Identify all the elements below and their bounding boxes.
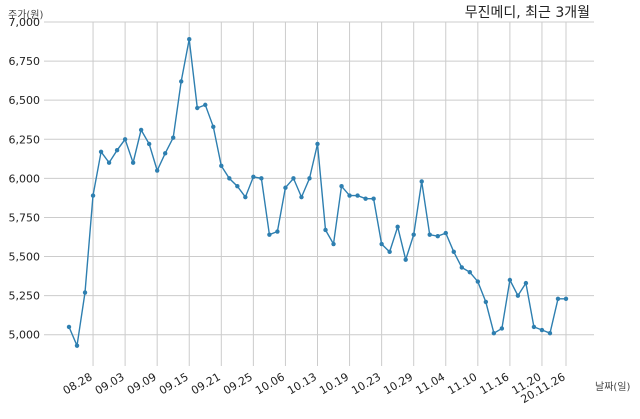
data-point — [187, 37, 192, 42]
data-point — [467, 269, 473, 275]
data-point — [138, 127, 144, 133]
data-point — [523, 280, 529, 286]
data-point — [355, 193, 360, 198]
data-point — [227, 176, 232, 181]
data-point — [563, 296, 569, 301]
x-tick-label: 09.25 — [221, 370, 255, 397]
data-point — [539, 327, 545, 333]
data-point — [299, 194, 304, 200]
data-point — [82, 290, 88, 295]
data-point — [435, 234, 440, 239]
x-tick-label: 09.09 — [125, 370, 159, 397]
data-point — [443, 230, 448, 236]
data-point — [475, 279, 481, 284]
data-point — [419, 179, 424, 184]
x-tick-label: 10.13 — [285, 370, 319, 397]
data-point — [427, 232, 432, 237]
chart-title: 무진메디, 최근 3개월 — [465, 5, 590, 21]
data-point — [347, 193, 352, 198]
y-axis-ticks: 5,000 5,250 5,500 5,750 6,000 6,250 6,500 6,750… — [9, 16, 41, 342]
grid-layer — [44, 21, 594, 366]
data-point — [98, 149, 104, 154]
y-tick-label: 5,500 — [9, 251, 41, 264]
x-tick-label: 10.19 — [317, 370, 351, 397]
x-tick-label: 10.29 — [381, 370, 415, 397]
data-point — [531, 324, 537, 330]
data-point — [171, 135, 176, 140]
data-point — [259, 176, 264, 181]
data-point — [106, 160, 112, 165]
data-point — [291, 176, 296, 181]
data-point — [130, 160, 136, 165]
data-point — [146, 141, 152, 147]
data-point — [339, 183, 344, 189]
data-point — [203, 102, 208, 108]
x-axis-title: 날짜(일) — [595, 381, 631, 393]
y-tick-label: 5,000 — [9, 329, 41, 342]
data-point — [499, 326, 505, 331]
data-point — [195, 105, 200, 111]
data-point — [179, 79, 184, 84]
y-tick-label: 6,500 — [9, 94, 41, 107]
data-point — [243, 194, 248, 200]
data-point — [219, 163, 224, 169]
y-tick-label: 5,250 — [9, 290, 41, 303]
y-tick-label: 6,000 — [9, 172, 41, 185]
data-point — [515, 293, 521, 298]
data-point — [162, 151, 168, 156]
data-point — [459, 265, 464, 270]
x-tick-label: 11.04 — [413, 370, 447, 397]
x-axis-ticks: 08.2809.0309.0909.1509.2109.2510.0610.13… — [61, 370, 568, 406]
data-point — [154, 168, 160, 173]
data-point — [267, 232, 272, 237]
x-tick-label: 10.06 — [253, 370, 287, 397]
data-point — [555, 296, 561, 301]
data-point — [507, 277, 513, 283]
data-point — [307, 176, 312, 181]
data-point — [275, 229, 280, 234]
data-point — [74, 343, 80, 348]
data-point — [90, 193, 96, 198]
y-tick-label: 7,000 — [9, 16, 41, 29]
price-series — [66, 37, 569, 349]
y-tick-label: 6,250 — [9, 133, 41, 146]
data-point — [251, 174, 256, 179]
data-point — [363, 196, 368, 201]
data-point — [235, 183, 240, 189]
data-point — [114, 148, 120, 153]
x-tick-label: 09.21 — [189, 370, 223, 397]
data-point — [315, 141, 320, 147]
y-tick-label: 5,750 — [9, 211, 41, 224]
data-point — [331, 241, 336, 247]
x-tick-label: 09.15 — [157, 370, 191, 397]
data-point — [411, 232, 416, 237]
x-tick-label: 11.10 — [446, 370, 480, 397]
data-point — [387, 249, 392, 255]
data-point — [403, 257, 408, 262]
data-point — [491, 330, 497, 336]
data-point — [66, 324, 72, 330]
y-axis-title: 주가(원) — [8, 9, 44, 21]
data-point — [211, 124, 216, 129]
data-point — [371, 196, 376, 201]
y-tick-label: 6,750 — [9, 55, 41, 68]
x-tick-label: 11.16 — [478, 370, 512, 397]
data-point — [547, 330, 553, 336]
data-point — [323, 227, 328, 233]
data-point — [483, 299, 489, 305]
x-tick-label: 10.23 — [349, 370, 383, 397]
data-point — [451, 249, 456, 255]
data-point — [122, 137, 128, 142]
data-point — [379, 241, 384, 247]
data-point — [395, 224, 400, 230]
x-tick-label: 08.28 — [61, 370, 95, 397]
data-point — [283, 185, 288, 190]
x-tick-label: 09.03 — [93, 370, 127, 397]
